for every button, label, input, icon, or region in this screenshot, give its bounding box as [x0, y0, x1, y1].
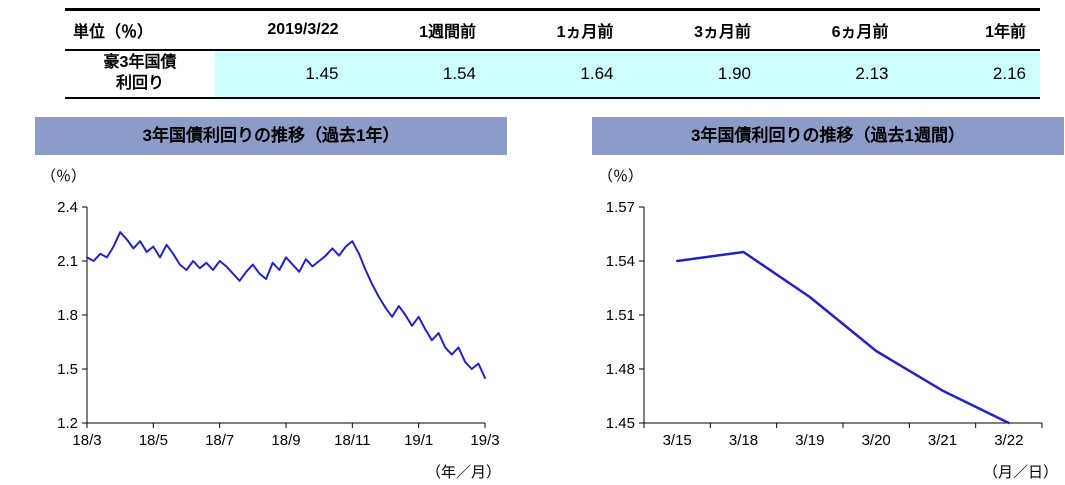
summary-table-section: 単位（％） 2019/3/22 1週間前 1ヵ月前 3ヵ月前 6ヵ月前 1年前 …	[0, 0, 1065, 99]
yield-value-1-month-ago: 1.64	[490, 50, 628, 98]
table-row: 豪3年国債 利回り 1.45 1.54 1.64 1.90 2.13 2.16	[65, 50, 1040, 98]
x-axis-unit-label: （月／日）	[983, 464, 1058, 481]
y-tick-label: 1.8	[57, 307, 78, 324]
col-header-1-year-ago: 1年前	[985, 24, 1026, 41]
x-tick-label: 3/15	[663, 432, 692, 449]
y-tick-label: 2.4	[57, 199, 78, 216]
x-tick-label: 3/18	[729, 432, 758, 449]
y-axis-unit-label: （％）	[41, 168, 86, 185]
col-header-latest-date: 2019/3/22	[267, 21, 339, 38]
row-label-line-2: 利回り	[115, 74, 164, 92]
charts-section: 3年国債利回りの推移（過去1年） （％） 1.2 1.5 1.8 2.1 2.4 18/3 1…	[0, 116, 1065, 485]
x-tick-label: 3/20	[862, 432, 891, 449]
x-tick-label: 18/11	[334, 432, 370, 449]
one-week-yield-line-chart: （％） 1.45 1.48 1.51 1.54 1.57 3/15 3/18 3/19 3/20 3…	[598, 168, 1058, 481]
x-tick-label: 19/3	[470, 432, 499, 449]
y-tick-label: 1.5	[57, 361, 78, 378]
yield-summary-table: 単位（％） 2019/3/22 1週間前 1ヵ月前 3ヵ月前 6ヵ月前 1年前 …	[65, 8, 1040, 99]
y-tick-label: 1.51	[606, 307, 635, 324]
x-tick-label: 18/7	[205, 432, 234, 449]
x-tick-label: 3/22	[994, 432, 1023, 449]
yield-series-line	[675, 250, 1011, 424]
col-header-1-month-ago: 1ヵ月前	[556, 24, 614, 41]
yield-value-3-months-ago: 1.90	[627, 50, 765, 98]
one-year-chart-panel: 3年国債利回りの推移（過去1年） （％） 1.2 1.5 1.8 2.1 2.4 18/3 1…	[35, 116, 507, 485]
one-week-chart-title: 3年国債利回りの推移（過去1週間）	[592, 116, 1064, 155]
one-year-chart-title: 3年国債利回りの推移（過去1年）	[35, 116, 507, 155]
y-tick-label: 1.57	[606, 199, 635, 216]
x-tick-label: 18/3	[72, 432, 101, 449]
col-header-1-week-ago: 1週間前	[419, 24, 476, 41]
col-header-3-months-ago: 3ヵ月前	[694, 24, 751, 41]
x-tick-label: 18/5	[139, 432, 168, 449]
x-tick-label: 19/1	[404, 432, 433, 449]
one-year-yield-line-chart: （％） 1.2 1.5 1.8 2.1 2.4 18/3 18/5 18/7 18/9 18/11 1…	[41, 168, 501, 481]
row-label-line-1: 豪3年国債	[103, 54, 177, 71]
yield-value-1-week-ago: 1.54	[352, 50, 490, 98]
yield-value-1-year-ago: 2.16	[902, 50, 1040, 98]
x-axis-unit-label: （年／月）	[426, 464, 501, 481]
summary-table-header-row: 単位（％） 2019/3/22 1週間前 1ヵ月前 3ヵ月前 6ヵ月前 1年前	[65, 10, 1040, 50]
y-axis-unit-label: （％）	[598, 168, 643, 185]
col-header-6-months-ago: 6ヵ月前	[831, 24, 889, 41]
y-tick-label: 1.48	[606, 361, 635, 378]
one-week-chart-panel: 3年国債利回りの推移（過去1週間） （％） 1.45 1.48 1.51 1.54 1.5…	[592, 116, 1064, 485]
y-tick-label: 2.1	[57, 253, 78, 270]
y-tick-label: 1.2	[57, 415, 78, 432]
x-tick-label: 3/21	[928, 432, 957, 449]
yield-series-line	[86, 230, 486, 379]
y-tick-label: 1.54	[606, 253, 635, 270]
unit-header: 単位（％）	[73, 24, 154, 41]
y-tick-label: 1.45	[606, 415, 635, 432]
x-tick-label: 3/19	[795, 432, 824, 449]
yield-value-6-months-ago: 2.13	[765, 50, 903, 98]
yield-value-latest: 1.45	[215, 50, 353, 98]
row-label-aus-3y-yield: 豪3年国債 利回り	[65, 50, 215, 98]
x-tick-label: 18/9	[271, 432, 300, 449]
